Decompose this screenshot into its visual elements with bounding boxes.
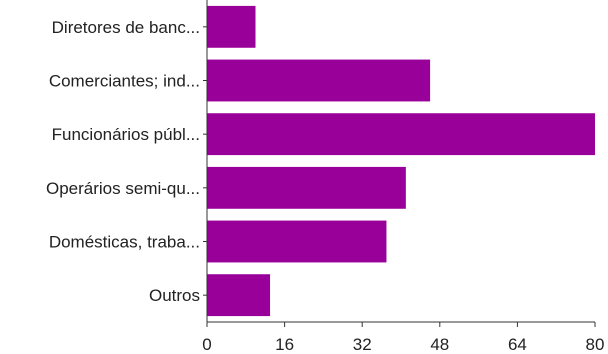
- bar: [207, 274, 271, 317]
- category-label: Funcionários públ...: [52, 125, 200, 144]
- category-label: Comerciantes; ind...: [49, 72, 200, 91]
- x-tick-label: 80: [586, 335, 605, 354]
- bar: [207, 166, 406, 209]
- x-tick-label: 48: [430, 335, 449, 354]
- x-tick-label: 0: [202, 335, 211, 354]
- axis-layer: [203, 0, 596, 327]
- labels-layer: Diretores de banc... Comerciantes; ind...…: [46, 18, 604, 354]
- category-label: Diretores de banc...: [52, 18, 200, 37]
- category-label: Domésticas, traba...: [49, 233, 200, 252]
- bars-layer: [207, 5, 595, 317]
- x-tick-label: 16: [275, 335, 294, 354]
- bar: [207, 113, 595, 156]
- bar: [207, 5, 256, 48]
- category-label: Outros: [149, 286, 200, 305]
- x-tick-label: 64: [508, 335, 527, 354]
- bar: [207, 59, 431, 102]
- bar: [207, 220, 387, 263]
- x-tick-label: 32: [353, 335, 372, 354]
- category-label: Operários semi-qu...: [46, 179, 200, 198]
